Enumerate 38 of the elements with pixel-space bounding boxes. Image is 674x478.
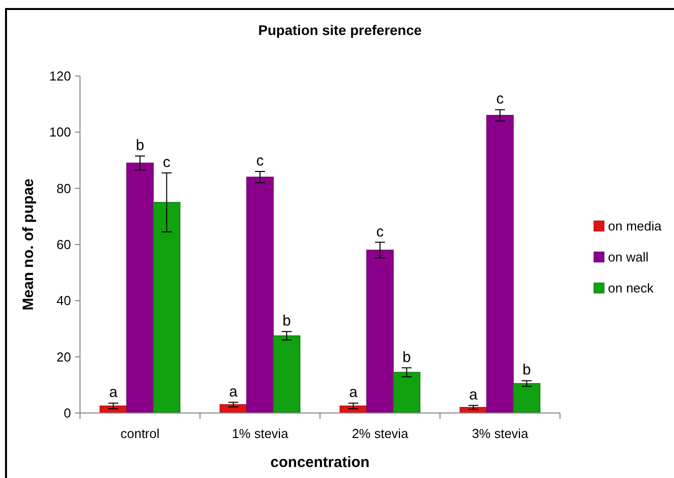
data-label: a	[349, 384, 358, 402]
x-tick-label: 2% stevia	[352, 426, 409, 441]
data-label: c	[162, 154, 171, 171]
bar	[246, 176, 274, 414]
legend-label: on wall	[608, 250, 649, 265]
y-tick-label: 40	[56, 293, 71, 308]
y-tick-label: 60	[56, 237, 71, 252]
y-tick-label: 20	[56, 349, 71, 364]
data-label: b	[522, 362, 531, 379]
bar	[126, 162, 154, 414]
x-tick-label: 3% stevia	[472, 426, 529, 441]
bar	[152, 202, 180, 414]
x-tick-label: control	[120, 426, 160, 441]
y-tick-label: 80	[56, 180, 71, 196]
data-label: c	[496, 90, 504, 108]
legend-label: on media	[608, 218, 662, 234]
bar	[220, 404, 248, 414]
chart-title: Pupation site preference	[258, 22, 422, 38]
x-tick-label: 1% stevia	[232, 426, 289, 441]
bar	[512, 383, 540, 414]
y-tick-label: 120	[49, 68, 71, 84]
bar	[366, 250, 394, 414]
y-tick-label: 100	[49, 124, 71, 140]
data-label: c	[256, 152, 264, 170]
data-label: b	[136, 137, 144, 154]
data-label: a	[229, 383, 238, 400]
data-label: c	[376, 223, 384, 240]
legend-label: on neck	[608, 280, 654, 296]
data-label: a	[469, 386, 478, 404]
x-axis-title: concentration	[270, 454, 370, 471]
y-tick-label: 0	[64, 406, 71, 421]
y-axis-title: Mean no. of pupae	[20, 178, 37, 310]
data-label: b	[402, 348, 411, 366]
bar	[392, 372, 420, 414]
bar	[486, 114, 514, 414]
data-label: a	[109, 384, 118, 402]
bar	[272, 335, 300, 414]
data-label: b	[282, 312, 291, 330]
